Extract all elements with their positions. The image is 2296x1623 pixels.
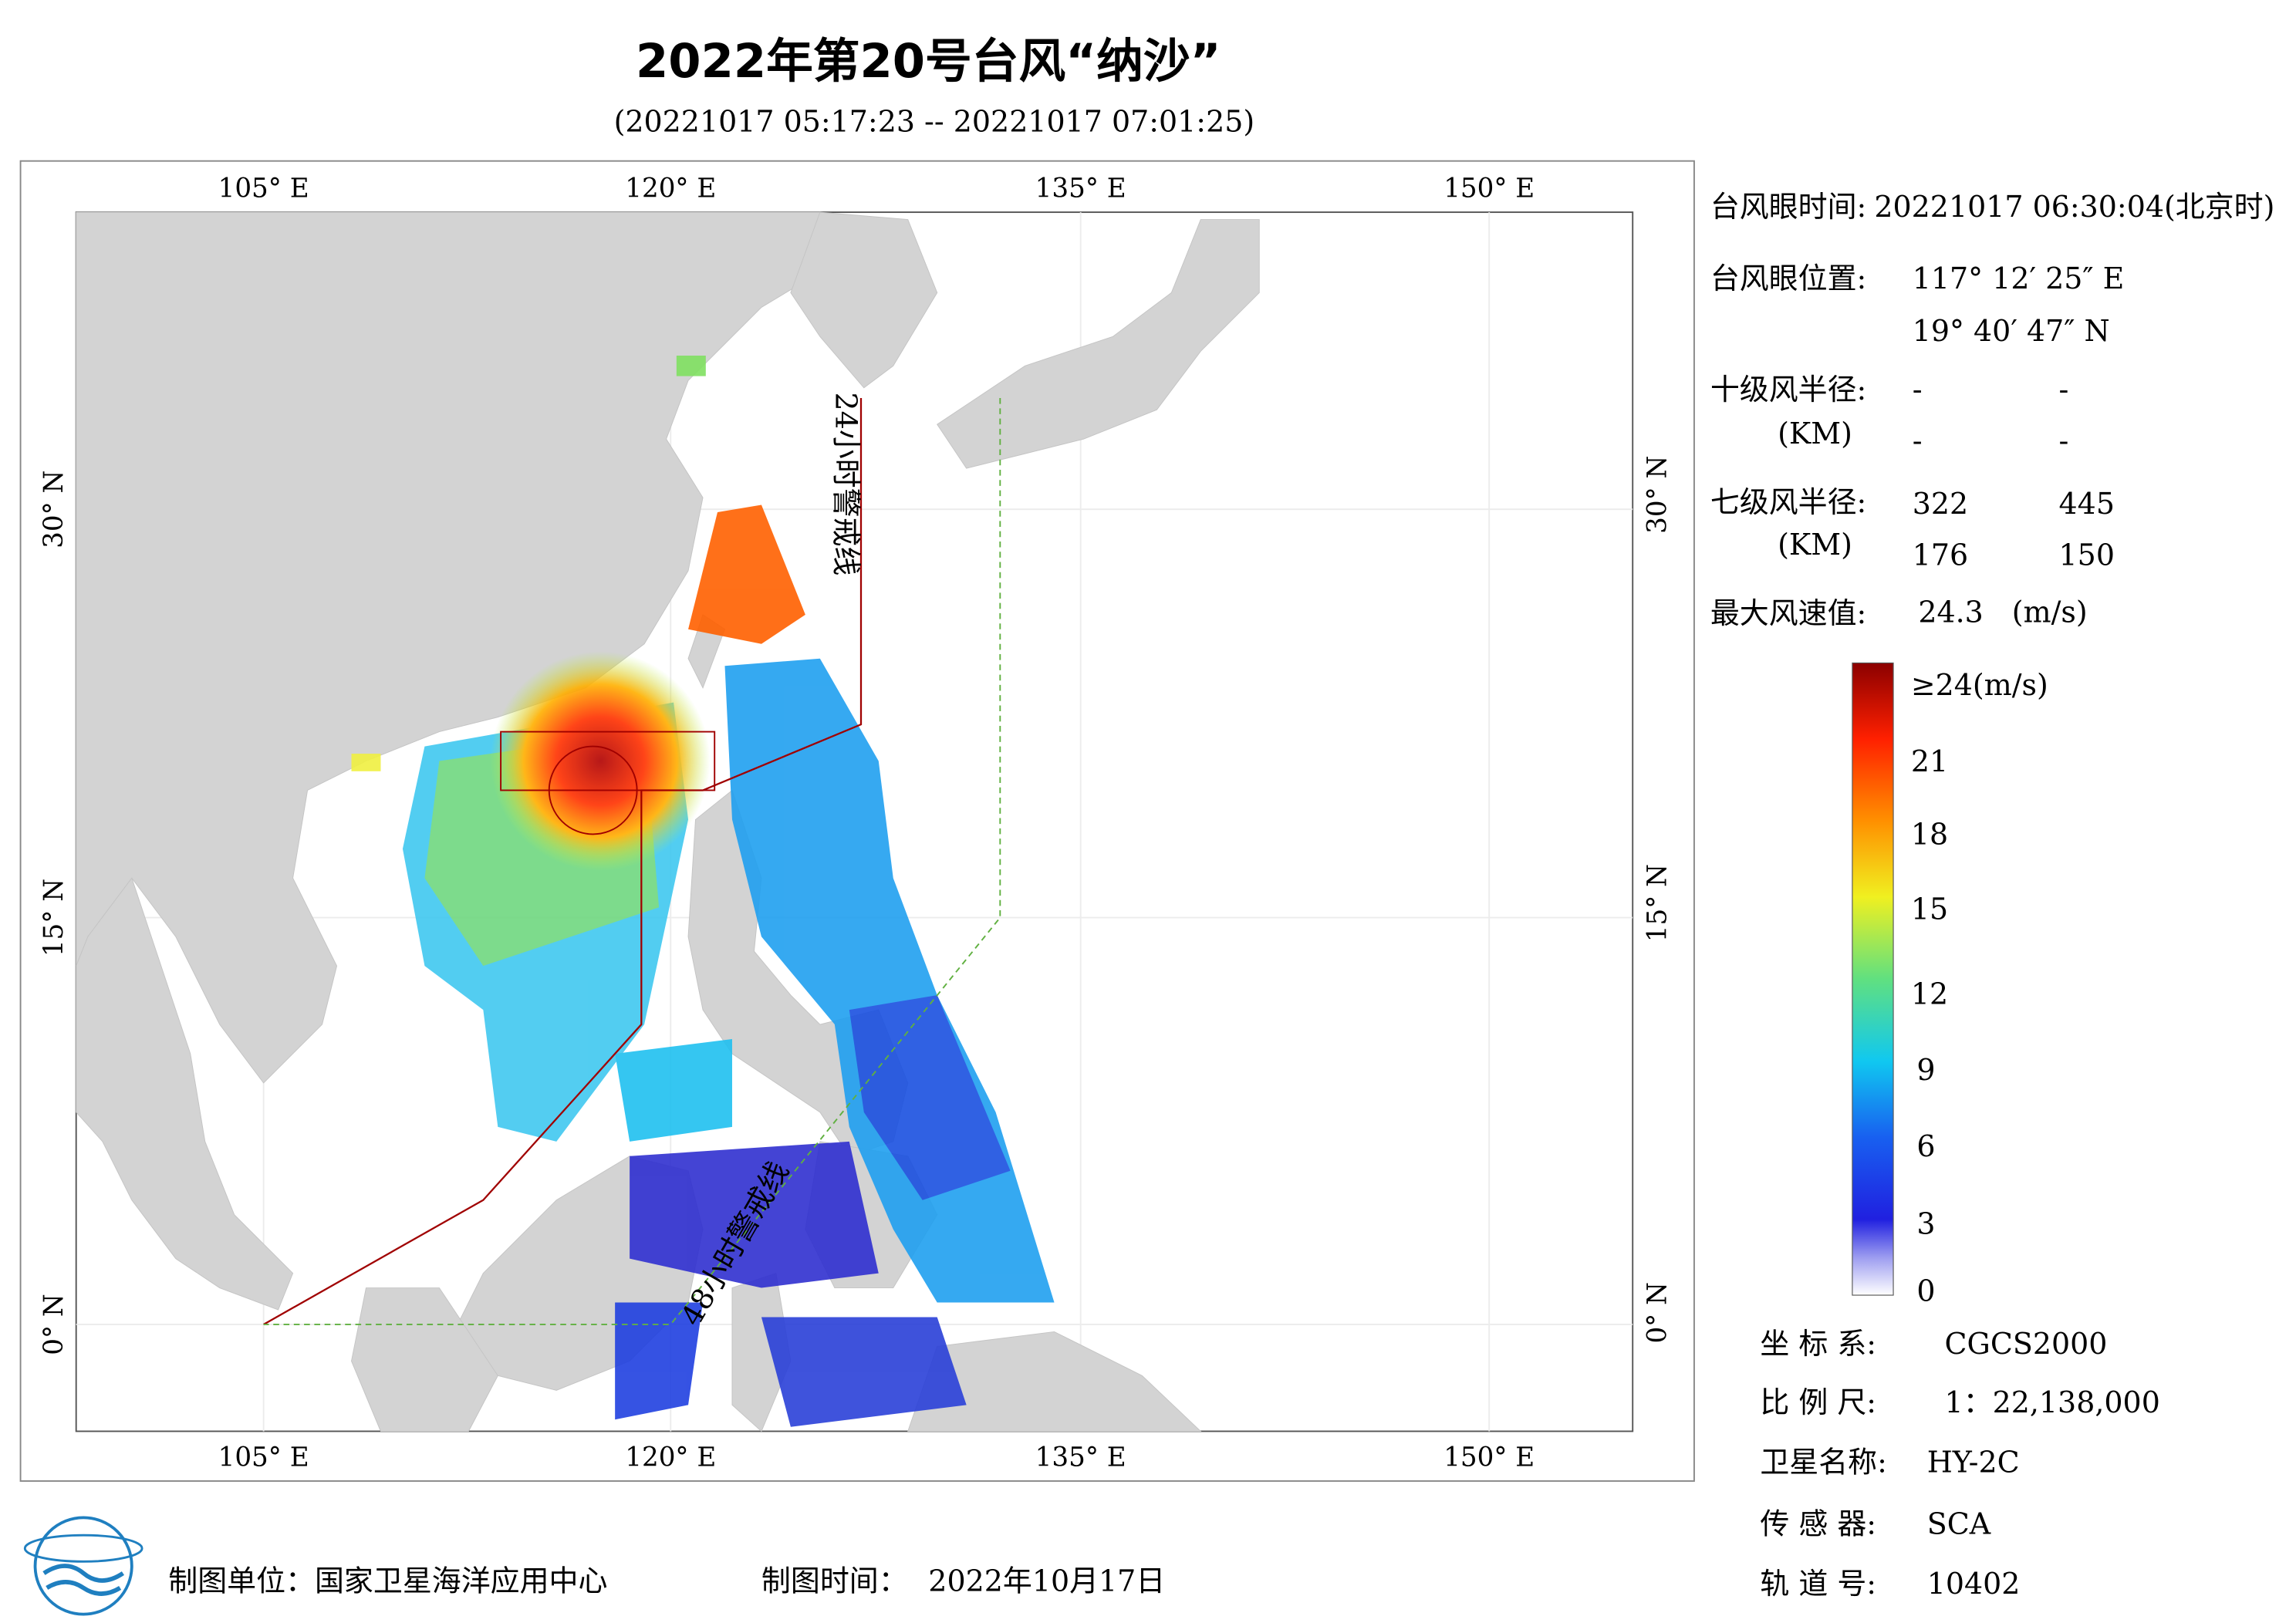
meta-value: CGCS2000 [1944,1327,2107,1361]
footer-date: 2022年10月17日 [928,1564,1165,1598]
info-value: 19° 40′ 47″ N [1913,314,2110,348]
map: 24小时警戒线 48小时警戒线 [75,211,1634,1432]
meta-label: 传 感 器: [1760,1507,1876,1540]
lat-label: 0° N [1642,1282,1673,1344]
info-unit: (KM) [1778,417,1852,450]
colorbar-label: 0 [1916,1274,1935,1308]
colorbar: ≥24(m/s) 21 18 15 12 9 6 3 0 [1852,662,2048,1308]
info-value: 117° 12′ 25″ E [1913,262,2125,295]
colorbar-label: 9 [1916,1053,1935,1087]
info-value: 20221017 06:30:04(北京时) [1874,190,2274,224]
lon-labels: 105° E 120° E 135° E 150° E 105° E 120° … [218,174,1535,1473]
logo [23,1516,144,1616]
lon-label: 150° E [1443,174,1535,204]
colorbar-label: ≥24(m/s) [1911,668,2048,702]
info-value: - [2059,373,2069,407]
meta-label: 坐 标 系: [1760,1327,1876,1361]
info-panel: 台风眼时间: 20221017 06:30:04(北京时) 台风眼位置: 117… [1710,190,2275,630]
lon-label: 150° E [1443,1442,1535,1473]
lon-label: 135° E [1035,174,1126,204]
colorbar-label: 6 [1916,1129,1935,1163]
colorbar-scale [1852,662,1894,1296]
info-label: 最大风速值: [1710,596,1867,630]
lat-labels: 30° N 15° N 0° N 30° N 15° N 0° N [39,456,1673,1355]
warning-lines [263,398,1001,1325]
info-value: - [1913,423,1923,457]
map-frame [19,160,1695,1482]
colorbar-label: 12 [1911,977,1948,1011]
info-label: 台风眼位置: [1710,262,1867,295]
info-value: 322 [1913,487,1968,521]
colorbar-label: 3 [1916,1206,1935,1240]
meta-value: SCA [1927,1507,1991,1540]
lon-label: 135° E [1035,1442,1126,1473]
info-label: 十级风半径: [1710,373,1867,407]
meta-label: 卫星名称: [1760,1446,1887,1480]
footer-date-label: 制图时间： [761,1564,908,1598]
info-value: 445 [2059,487,2115,521]
wind-field [351,356,1055,1427]
warning-line-48h [263,398,1001,1325]
footer-producer: 制图单位：国家卫星海洋应用中心 [168,1564,607,1598]
info-value: 150 [2059,538,2115,572]
lat-label: 30° N [39,471,69,548]
info-value: - [2059,423,2069,457]
info-value: 176 [1913,538,1968,572]
subtitle: (20221017 05:17:23 -- 20221017 07:01:25) [614,105,1255,139]
lat-label: 30° N [1642,456,1673,534]
meta-value: 1：22,138,000 [1944,1385,2159,1419]
lon-label: 120° E [625,1442,716,1473]
lat-label: 15° N [39,879,69,957]
lon-label: 105° E [218,1442,309,1473]
info-unit: (m/s) [2012,595,2088,629]
colorbar-label: 18 [1911,818,1948,852]
info-label: 台风眼时间: [1710,190,1867,224]
title: 2022年第20号台风“纳沙” [636,35,1221,89]
meta-label: 轨 道 号: [1760,1567,1876,1601]
meta-value: HY-2C [1927,1446,2020,1480]
eye-box [500,731,716,791]
meta-panel: 坐 标 系: CGCS2000 比 例 尺: 1：22,138,000 卫星名称… [1760,1327,2159,1601]
info-value: 24.3 [1918,595,1984,629]
lat-label: 0° N [39,1294,69,1355]
colorbar-label: 21 [1911,744,1948,778]
info-value: - [1913,373,1923,407]
info-label: 七级风半径: [1710,485,1867,519]
lat-label: 15° N [1642,864,1673,942]
warning-line-label: 24小时警戒线 [829,392,863,575]
colorbar-label: 15 [1911,892,1948,926]
lon-label: 105° E [218,174,309,204]
eye-circle [548,745,638,835]
info-unit: (KM) [1778,528,1852,562]
meta-value: 10402 [1927,1567,2021,1601]
lon-label: 120° E [625,174,716,204]
meta-label: 比 例 尺: [1760,1385,1876,1419]
